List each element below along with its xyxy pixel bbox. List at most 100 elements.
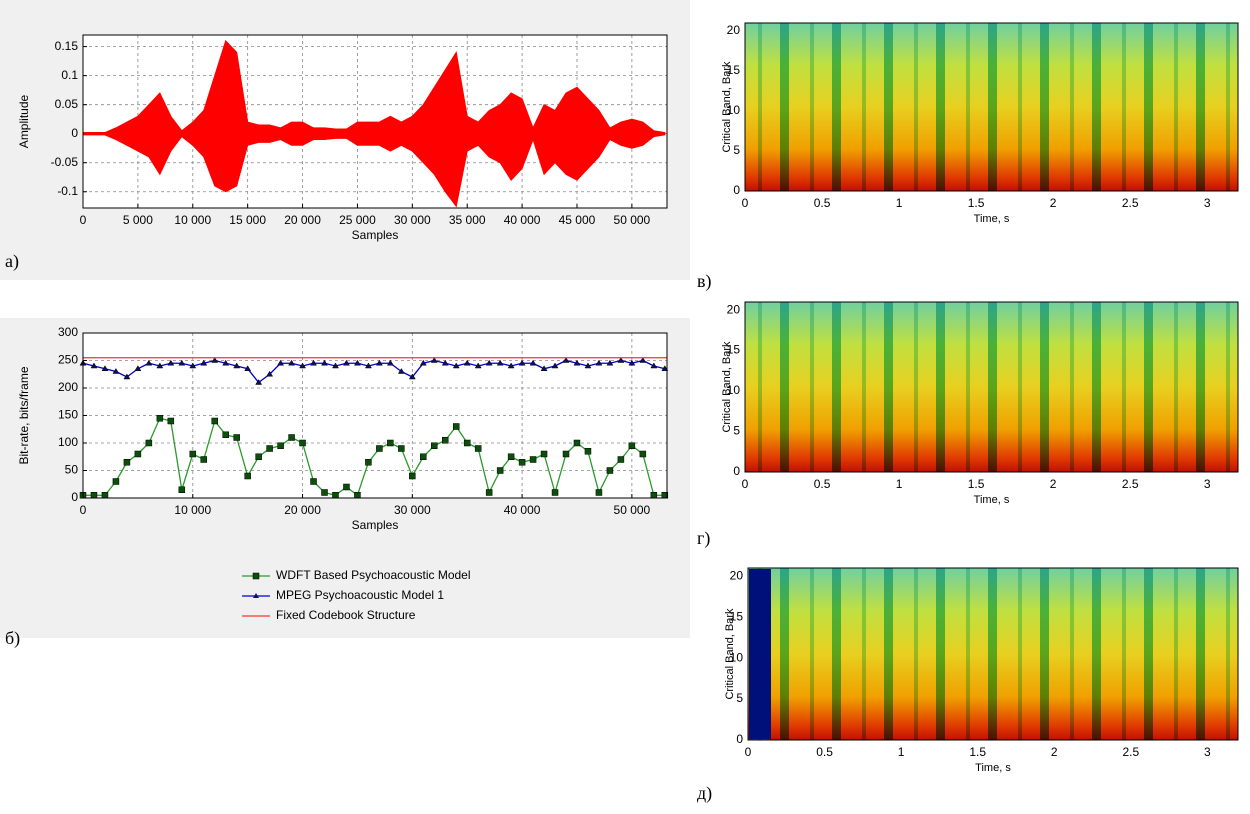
point-marker: [244, 365, 252, 371]
point-marker: [606, 359, 614, 366]
point-marker: [650, 492, 658, 499]
point-marker: [529, 456, 537, 463]
point-marker: [112, 368, 120, 374]
y-axis-label: Critical Band, Bark: [721, 341, 733, 433]
point-marker: [365, 459, 372, 466]
point-marker: [343, 359, 350, 366]
point-marker: [189, 450, 197, 458]
y-tick-label: 100: [58, 435, 78, 449]
x-tick-label: 0: [742, 477, 749, 491]
point-marker: [277, 442, 284, 449]
point-marker: [606, 467, 614, 474]
point-marker: [442, 437, 449, 444]
point-marker: [211, 417, 218, 425]
panel-label: б): [5, 628, 20, 649]
point-marker: [90, 362, 98, 369]
y-tick-label: -0.05: [51, 155, 79, 169]
x-tick-label: 30 000: [394, 503, 431, 517]
point-marker: [408, 373, 416, 380]
point-marker: [375, 359, 383, 366]
point-marker: [266, 370, 274, 377]
y-axis-label: Critical Band, Bark: [724, 608, 736, 700]
y-tick-label: 5: [733, 424, 740, 438]
x-tick-label: 0: [80, 213, 87, 227]
x-tick-label: 45 000: [559, 213, 596, 227]
legend-box: [230, 562, 480, 634]
point-marker: [354, 492, 361, 499]
point-marker: [288, 434, 295, 441]
point-marker: [496, 467, 504, 474]
y-tick-label: 0: [733, 464, 740, 478]
axes-frame: [744, 301, 1239, 473]
point-marker: [431, 442, 438, 449]
x-tick-label: 2.5: [1122, 477, 1139, 491]
x-tick-label: 2: [1051, 745, 1058, 759]
x-tick-label: 40 000: [504, 503, 541, 517]
x-axis-label: Time, s: [974, 213, 1010, 225]
point-marker: [112, 478, 120, 485]
y-tick-label: 300: [58, 325, 78, 339]
x-tick-label: 20 000: [284, 503, 321, 517]
point-marker: [628, 442, 636, 449]
y-axis-label: Amplitude: [17, 95, 31, 149]
point-marker: [387, 439, 394, 447]
point-marker: [551, 489, 559, 496]
point-marker: [485, 359, 493, 366]
point-marker: [595, 489, 603, 496]
point-marker: [321, 359, 328, 366]
point-marker: [222, 359, 230, 366]
point-marker: [562, 450, 570, 458]
x-tick-label: 10 000: [174, 213, 211, 227]
point-marker: [518, 459, 526, 466]
point-marker: [343, 483, 350, 491]
point-marker: [650, 362, 658, 369]
x-tick-label: 0.5: [816, 745, 833, 759]
point-marker: [419, 359, 427, 366]
x-tick-label: 25 000: [339, 213, 376, 227]
panel-label: д): [697, 783, 712, 804]
point-marker: [617, 357, 625, 363]
point-marker: [551, 362, 559, 369]
legend-label: Fixed Codebook Structure: [276, 608, 416, 622]
point-marker: [540, 365, 548, 371]
waveform-envelope: [82, 133, 666, 208]
point-marker: [156, 362, 164, 369]
point-marker: [299, 362, 306, 369]
point-marker: [233, 434, 240, 441]
point-marker: [255, 379, 263, 385]
y-tick-label: 20: [727, 23, 741, 37]
y-tick-label: 15: [730, 609, 744, 623]
y-tick-label: 20: [730, 568, 744, 582]
panel-label: в): [697, 271, 712, 292]
x-tick-label: 40 000: [504, 213, 541, 227]
point-marker: [397, 368, 405, 374]
point-marker: [310, 359, 317, 366]
axes-frame: [82, 34, 668, 209]
y-tick-label: -0.1: [57, 184, 78, 198]
y-tick-label: 5: [736, 691, 743, 705]
x-axis-label: Time, s: [975, 762, 1011, 774]
point-marker: [189, 362, 197, 369]
point-marker: [474, 362, 482, 369]
x-tick-label: 3: [1204, 196, 1211, 210]
y-tick-label: 15: [727, 343, 741, 357]
y-tick-label: 250: [58, 353, 78, 367]
axes-frame: [744, 22, 1239, 192]
legend-marker: [252, 572, 260, 580]
point-marker: [386, 359, 394, 366]
point-marker: [101, 365, 109, 371]
point-marker: [617, 456, 625, 463]
point-marker: [474, 445, 482, 452]
point-marker: [332, 492, 339, 499]
y-tick-label: 5: [733, 143, 740, 157]
point-marker: [518, 359, 526, 366]
y-tick-label: 50: [65, 463, 79, 477]
x-tick-label: 0.5: [814, 196, 831, 210]
x-tick-label: 3: [1204, 477, 1211, 491]
x-tick-label: 0: [745, 745, 752, 759]
point-marker: [288, 359, 296, 366]
y-tick-label: 200: [58, 380, 78, 394]
spectrogram-gaps: [745, 23, 1238, 191]
y-tick-label: 20: [727, 302, 741, 316]
